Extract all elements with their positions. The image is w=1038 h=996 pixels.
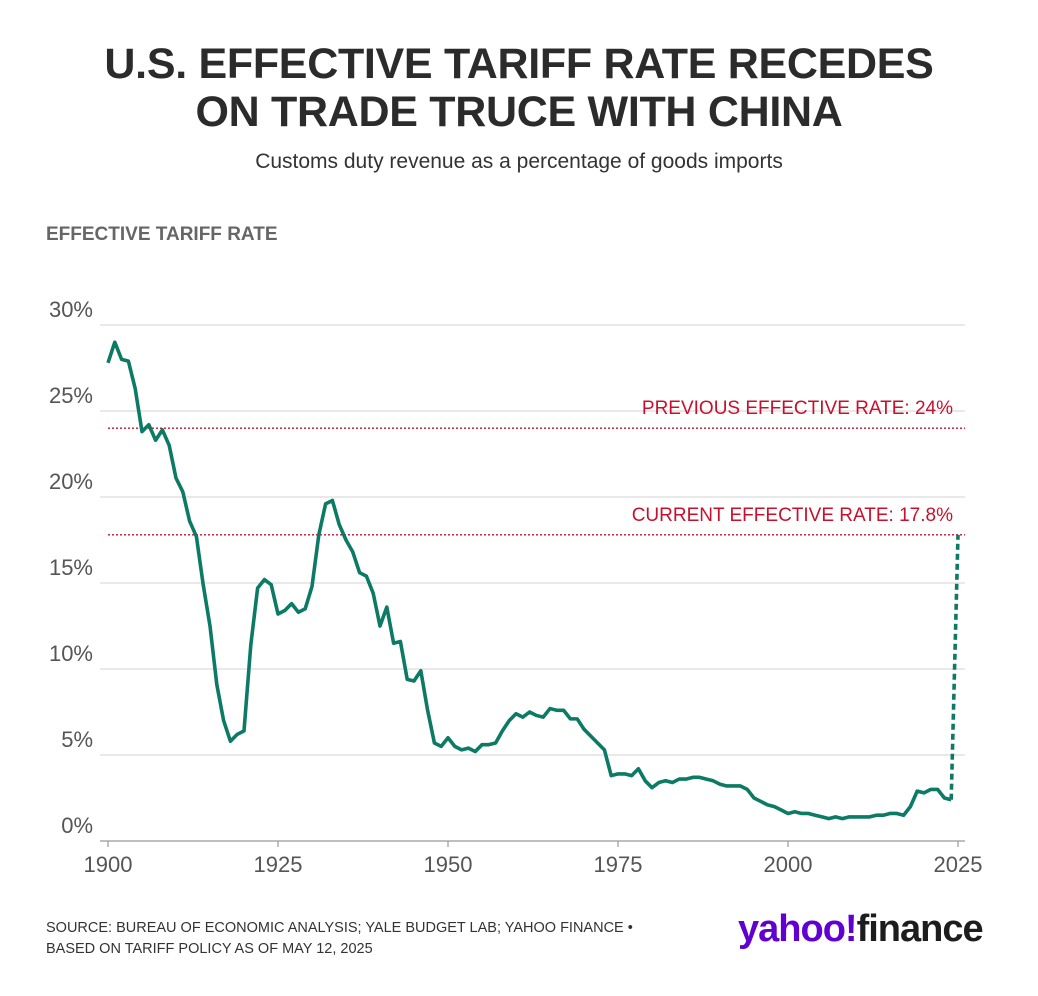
x-tick-label: 2000 [764,852,813,877]
y-axis-label: EFFECTIVE TARIFF RATE [46,224,278,245]
logo: yahoo!finance [738,908,984,951]
y-tick-label: 30% [49,297,93,322]
data-line [106,340,952,821]
x-tick-label: 1975 [594,852,643,877]
source-line: SOURCE: BUREAU OF ECONOMIC ANALYSIS; YAL… [46,920,633,936]
reference-label: PREVIOUS EFFECTIVE RATE: 24% [642,398,953,419]
logo-brand: yahoo! [738,908,858,950]
chart-title: U.S. EFFECTIVE TARIFF RATE RECEDES ON TR… [0,40,1038,136]
y-tick-label: 25% [49,383,93,408]
projection-line [949,534,960,800]
x-tick-label: 1900 [84,852,133,877]
y-tick-label: 10% [49,641,93,666]
subtitle: Customs duty revenue as a percentage of … [255,150,783,173]
source-line: BASED ON TARIFF POLICY AS OF MAY 12, 202… [46,941,373,957]
x-tick-label: 1950 [424,852,473,877]
y-tick-label: 0% [61,813,93,838]
x-tick-label: 1925 [254,852,303,877]
y-tick-label: 15% [49,555,93,580]
y-tick-label: 5% [61,727,93,752]
title-line: ON TRADE TRUCE WITH CHINA [195,88,843,136]
title-line: U.S. EFFECTIVE TARIFF RATE RECEDES [104,40,934,88]
logo-product: finance [856,908,984,950]
reference-label: CURRENT EFFECTIVE RATE: 17.8% [632,505,953,526]
source: SOURCE: BUREAU OF ECONOMIC ANALYSIS; YAL… [46,918,633,960]
x-tick-label: 2025 [934,852,983,877]
y-tick-label: 20% [49,469,93,494]
